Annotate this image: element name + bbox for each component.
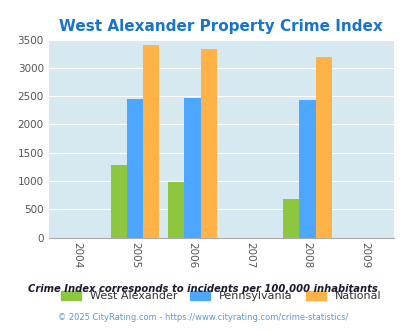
Bar (315, 56, 331, 238)
Bar (200, 49, 216, 238)
Bar (168, 182, 184, 238)
Bar (283, 199, 299, 238)
Bar (143, 45, 159, 238)
Bar (299, 100, 315, 238)
Bar (111, 165, 127, 238)
Text: © 2025 CityRating.com - https://www.cityrating.com/crime-statistics/: © 2025 CityRating.com - https://www.city… (58, 313, 347, 322)
Title: West Alexander Property Crime Index: West Alexander Property Crime Index (59, 19, 382, 34)
Bar (127, 99, 143, 238)
Text: Crime Index corresponds to incidents per 100,000 inhabitants: Crime Index corresponds to incidents per… (28, 284, 377, 294)
Bar (184, 98, 200, 238)
Legend: West Alexander, Pennsylvania, National: West Alexander, Pennsylvania, National (56, 287, 385, 306)
